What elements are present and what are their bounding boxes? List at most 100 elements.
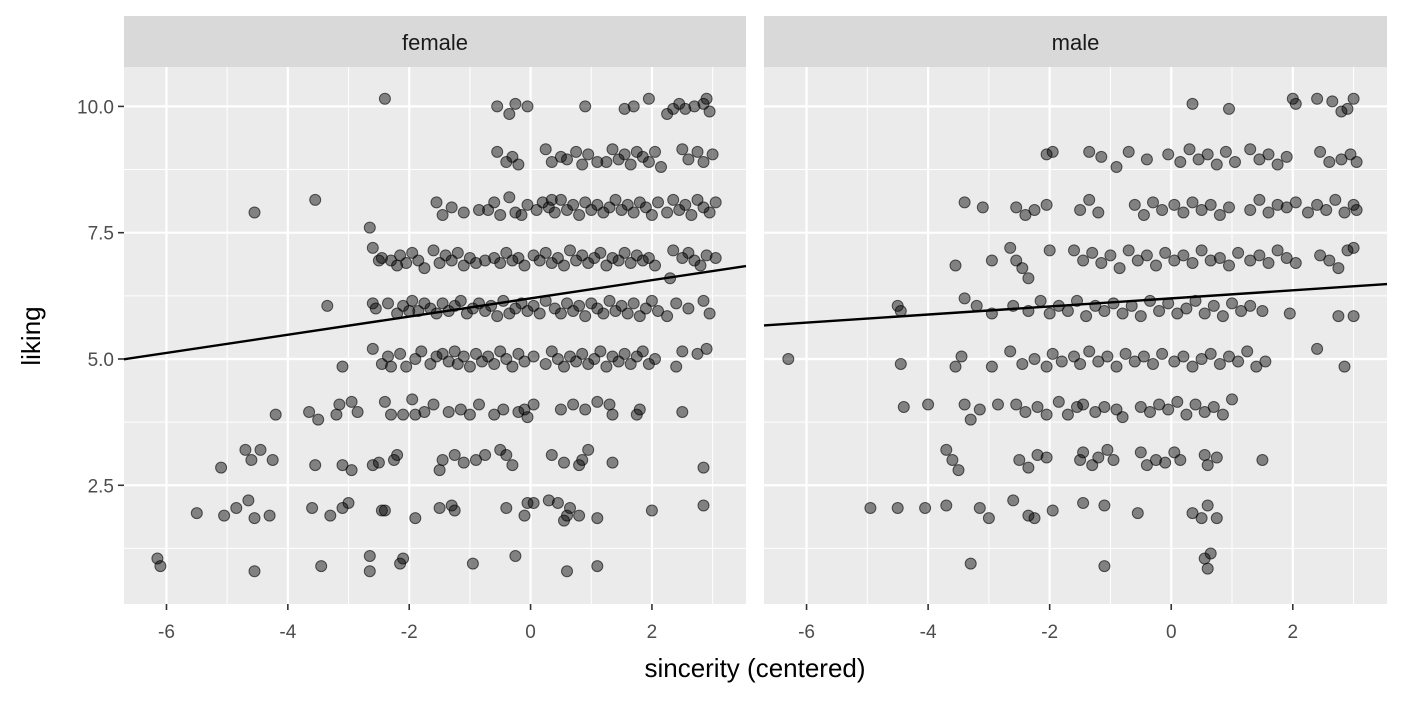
data-point — [385, 360, 397, 373]
data-point — [1271, 198, 1284, 211]
data-point — [533, 307, 546, 320]
data-point — [697, 499, 710, 512]
data-point — [1153, 305, 1166, 317]
data-point — [488, 408, 501, 421]
data-point — [603, 398, 616, 411]
data-point — [242, 494, 255, 507]
data-point — [955, 350, 968, 363]
data-point — [457, 456, 470, 469]
data-point — [582, 148, 595, 161]
x-tick-label: -6 — [158, 622, 175, 643]
data-point — [1098, 560, 1111, 573]
data-point — [864, 502, 877, 514]
data-point — [1061, 408, 1074, 421]
data-point — [554, 307, 567, 320]
x-tick-label: -4 — [920, 622, 937, 643]
data-point — [1186, 507, 1199, 520]
data-point — [1280, 252, 1293, 264]
data-point — [985, 254, 998, 267]
data-point — [679, 102, 692, 115]
data-point — [1338, 360, 1351, 373]
data-point — [385, 254, 397, 267]
data-point — [1040, 360, 1053, 373]
data-point — [412, 254, 425, 267]
data-point — [579, 100, 592, 113]
y-tick-label: 5.0 — [88, 350, 114, 371]
data-point — [594, 246, 607, 259]
data-point — [597, 307, 610, 320]
data-point — [1241, 345, 1254, 358]
data-point — [190, 507, 203, 520]
data-point — [539, 246, 552, 259]
data-point — [1104, 249, 1117, 262]
data-point — [491, 310, 504, 323]
data-point — [1119, 347, 1132, 360]
data-point — [594, 345, 607, 358]
data-point — [558, 360, 570, 373]
x-tick-label: -4 — [279, 622, 296, 643]
facet-strip — [124, 16, 746, 67]
data-point — [1040, 408, 1053, 421]
data-point — [973, 403, 986, 416]
data-point — [618, 347, 631, 360]
data-point — [1028, 204, 1041, 216]
data-point — [1140, 459, 1153, 472]
data-point — [1013, 454, 1026, 466]
data-point — [1016, 358, 1029, 370]
data-point — [254, 443, 267, 456]
data-point — [1128, 198, 1141, 211]
data-point — [973, 502, 986, 514]
data-point — [649, 259, 661, 272]
data-point — [661, 310, 674, 323]
data-point — [1140, 153, 1153, 166]
data-point — [215, 461, 228, 474]
data-point — [342, 497, 355, 509]
data-point — [518, 259, 531, 272]
data-point — [1223, 350, 1235, 363]
data-point — [1028, 512, 1041, 525]
data-point — [545, 449, 558, 461]
data-point — [1195, 353, 1208, 365]
data-point — [345, 395, 358, 408]
data-point — [946, 454, 959, 466]
data-point — [1235, 305, 1248, 317]
data-point — [1131, 254, 1144, 267]
data-point — [1083, 193, 1096, 206]
data-point — [606, 456, 619, 469]
data-point — [470, 454, 482, 466]
data-point — [1204, 347, 1217, 360]
data-point — [433, 464, 446, 477]
data-point — [1156, 347, 1169, 360]
data-point — [363, 221, 376, 234]
data-point — [576, 158, 589, 171]
data-point — [494, 209, 507, 221]
data-point — [366, 297, 379, 310]
data-point — [554, 193, 567, 206]
data-point — [1311, 92, 1324, 105]
data-point — [521, 497, 534, 509]
data-point — [382, 350, 394, 363]
data-point — [527, 350, 540, 363]
data-point — [564, 502, 576, 514]
data-point — [685, 209, 698, 221]
data-point — [1068, 244, 1080, 257]
data-point — [964, 557, 977, 570]
data-point — [1350, 156, 1363, 168]
data-point — [1180, 302, 1193, 315]
data-point — [1180, 408, 1193, 421]
data-point — [1019, 209, 1032, 221]
data-point — [697, 294, 710, 307]
data-point — [427, 398, 440, 411]
data-point — [378, 395, 391, 408]
data-point — [700, 342, 713, 355]
data-point — [1216, 408, 1229, 421]
data-point — [1071, 401, 1083, 413]
data-point — [1329, 193, 1342, 206]
data-point — [406, 393, 419, 406]
data-point — [1077, 254, 1090, 267]
data-point — [1256, 305, 1269, 317]
data-point — [652, 196, 664, 209]
data-point — [1137, 209, 1150, 221]
data-point — [1289, 97, 1302, 110]
x-axis-title: sincerity (centered) — [644, 653, 865, 683]
